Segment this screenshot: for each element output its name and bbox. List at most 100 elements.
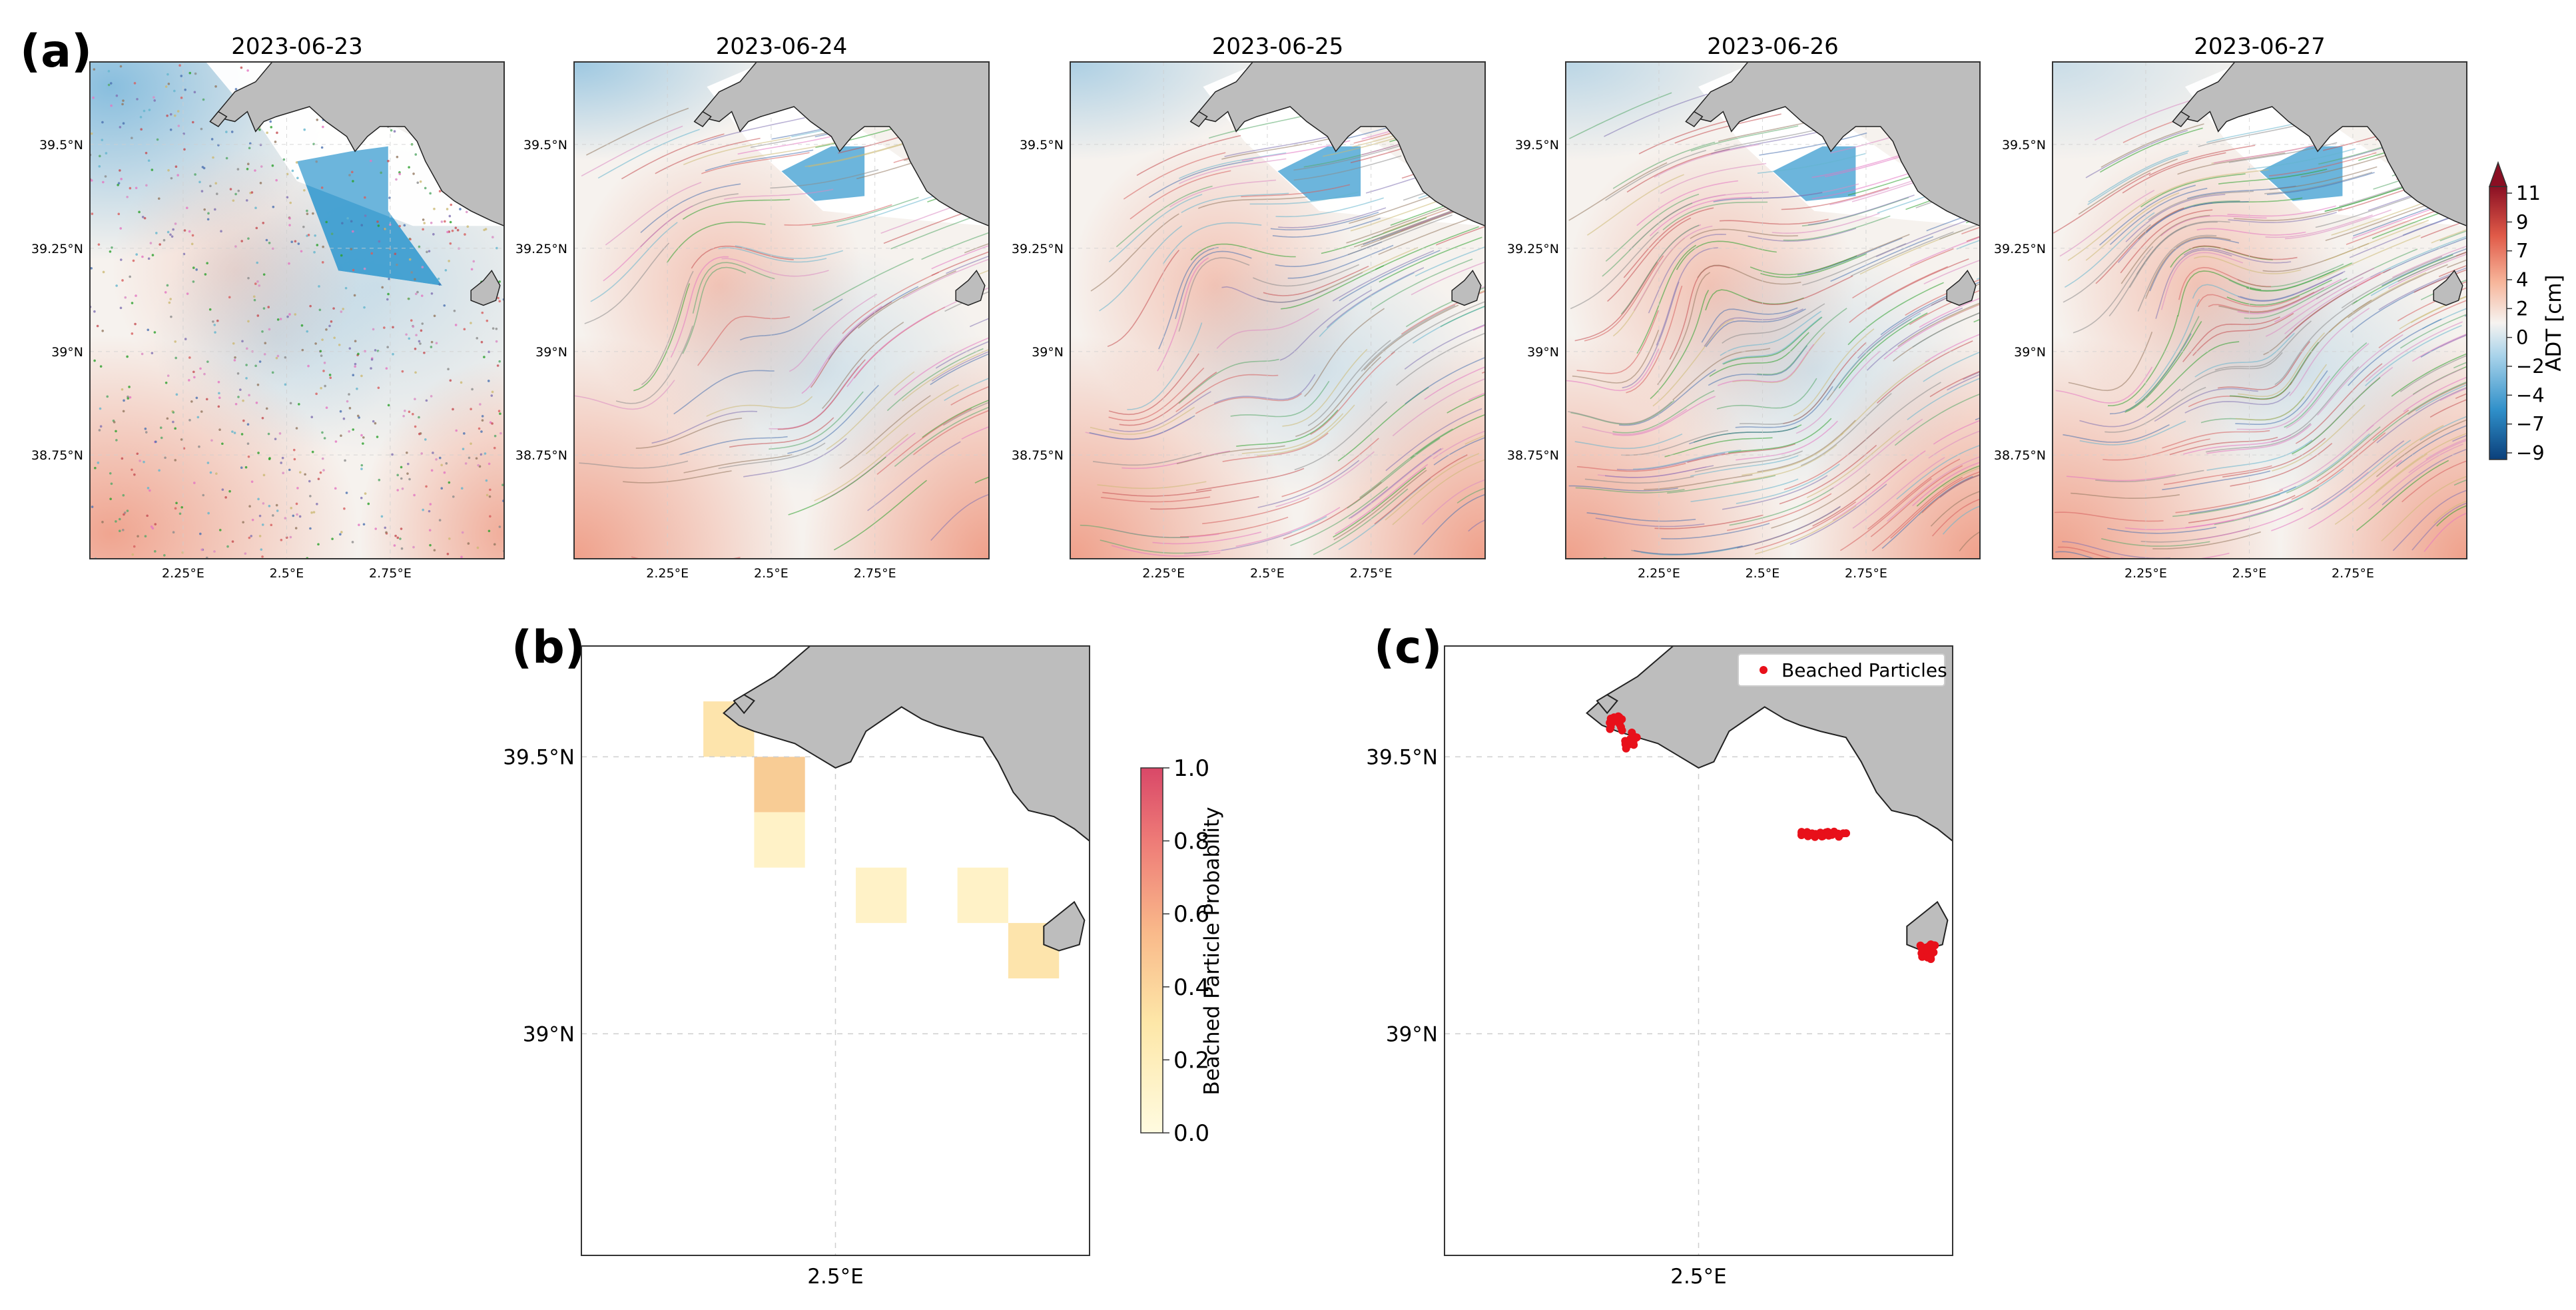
particle-marker [201,166,204,168]
particle-trajectory [1654,144,1760,178]
particle-trajectory [2453,479,2467,486]
particle-marker [420,329,423,332]
particle-trajectory [1667,475,1776,494]
particle-marker [193,376,196,379]
particle-trajectory [902,258,989,299]
coastal-adt-patch [1773,146,1856,201]
particle-trajectory [1634,545,1743,555]
particle-marker [272,247,274,250]
particle-marker [425,399,428,402]
particle-marker [178,512,182,515]
particle-marker [360,496,363,499]
particle-marker [188,379,190,382]
particle-marker [415,334,418,336]
map-frame [1444,645,1953,1256]
particle-trajectory [621,133,725,180]
particle-trajectory [788,456,886,515]
particle-marker [489,488,491,491]
particle-marker [265,238,268,242]
particle-trajectory [2382,248,2467,286]
particle-marker [122,528,125,531]
particle-marker [104,175,107,178]
particle-trajectory [2079,388,2181,428]
beached-particle [1630,732,1638,741]
particle-trajectory [2400,355,2467,392]
particle-marker [188,419,191,422]
particle-marker [435,342,438,344]
particle-marker [321,261,324,264]
particle-marker [192,266,195,269]
particle-marker [254,282,257,285]
particle-trajectory [729,417,834,448]
particle-marker [234,192,237,196]
particle-trajectory [974,206,989,213]
lon-tick-label: 2.5°E [754,566,789,581]
particle-marker [340,254,343,257]
particle-trajectory [1433,430,1485,460]
particle-marker [133,545,136,548]
particle-trajectory [2234,208,2343,221]
particle-trajectory [2182,434,2292,455]
particle-marker [97,462,100,464]
particle-trajectory [2073,246,2154,334]
particle-marker [213,324,216,326]
particle-marker [117,182,121,184]
particle-trajectory [1676,240,1777,270]
particle-trajectory [2149,237,2240,292]
particle-marker [470,442,472,445]
particle-marker [501,484,504,486]
particle-trajectory [1282,348,1368,427]
particle-marker [164,291,167,294]
particle-trajectory [2402,460,2467,503]
particle-trajectory [1735,386,1833,428]
particle-marker [394,534,397,537]
particle-trajectory [1656,247,1718,346]
particle-trajectory [2152,531,2261,549]
particle-marker [123,511,127,514]
particle-marker [339,410,342,413]
adt-colorbar-tick-label: −4 [2516,384,2545,406]
particle-marker [298,515,302,518]
particle-marker [321,431,324,434]
particle-marker [199,532,202,535]
particle-trajectory [2107,526,2216,534]
particle-marker [385,367,388,370]
lat-tick-label: 39°N [535,345,567,360]
particle-trajectory [1179,516,1289,537]
particle-marker [117,212,121,216]
particle-marker [284,356,287,359]
particle-trajectory [1875,215,1980,258]
particle-trajectory [1923,351,1980,382]
particle-trajectory [1930,490,1980,527]
particle-marker [487,380,490,382]
lon-tick-label: 2.25°E [1638,566,1680,581]
land-dragonera-islet [1189,111,1208,127]
particle-marker [105,152,108,155]
particle-marker [493,434,497,438]
particle-trajectory [2066,474,2176,482]
particle-marker [252,295,256,298]
particle-marker [320,146,324,149]
particle-marker [248,142,252,145]
particle-trajectory [651,410,758,444]
snapshot-map-area [2053,62,2467,559]
lat-tick-label: 39.25°N [1507,242,1559,256]
particle-marker [332,307,335,310]
particle-marker [414,348,417,350]
particle-marker [263,353,266,356]
particle-marker [370,159,372,163]
particle-trajectory [721,258,829,277]
probability-colorbar-tick-label: 0.6 [1173,901,1209,928]
particle-trajectory [1623,207,1714,278]
particle-trajectory [931,351,989,382]
particle-trajectory [2098,184,2196,246]
particle-trajectory [1346,204,1452,244]
particle-marker [176,110,180,113]
probability-colorbar: Beached Particle Probability 1.0 0.8 0.6 0.… [1140,755,1224,1147]
particle-marker [166,417,169,420]
particle-trajectory [1894,393,1980,446]
particle-trajectory [1866,307,1963,371]
probability-cell [754,757,805,813]
particle-marker [256,280,259,283]
particle-trajectory [1257,460,1360,508]
